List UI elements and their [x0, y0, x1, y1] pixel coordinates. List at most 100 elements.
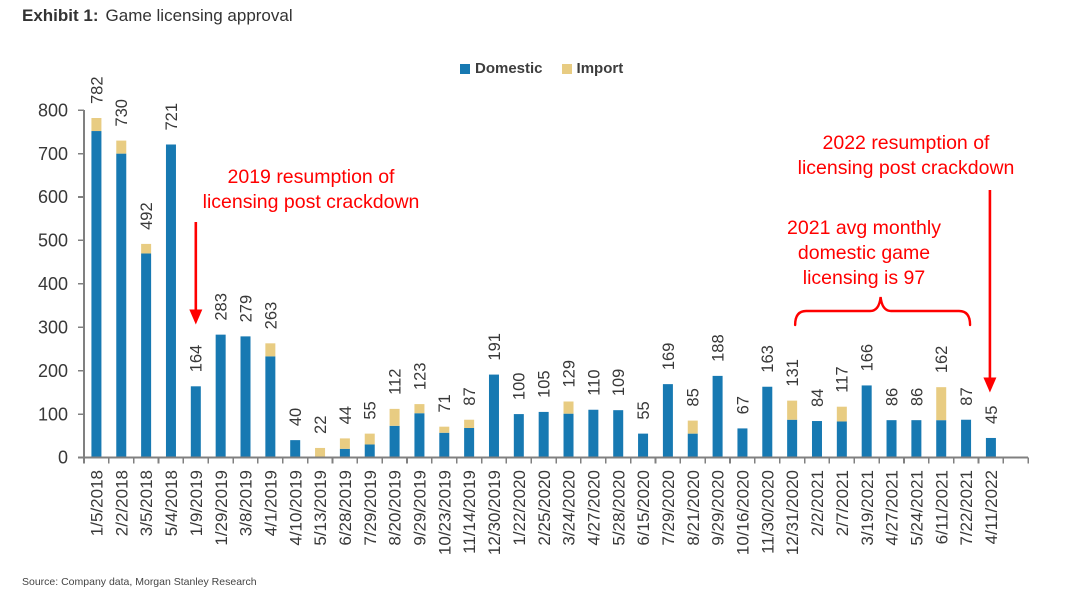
bar-import-3/5/2018 — [141, 243, 152, 254]
import-swatch-icon — [561, 63, 572, 74]
xtick-3/5/2018: 3/5/2018 — [137, 470, 156, 536]
ytick-700: 700 — [38, 144, 68, 164]
xtick-6/15/2020: 6/15/2020 — [634, 470, 653, 546]
xtick-9/29/2019: 9/29/2019 — [411, 470, 430, 546]
xtick-1/22/2020: 1/22/2020 — [510, 470, 529, 546]
value-labels: 782 730 492 721 164 283 279 263 40 22 44 55 112 123 71… — [88, 76, 1000, 433]
value-label-12/30/2019: 191 — [486, 333, 504, 361]
xtick-5/28/2020: 5/28/2020 — [609, 470, 628, 546]
legend-item-import: Import — [561, 61, 623, 76]
value-label-2/7/2021: 117 — [834, 366, 852, 392]
annotation-2019: 2019 resumption of licensing post crackd… — [202, 166, 420, 213]
value-label-3/19/2021: 166 — [859, 344, 877, 372]
value-label-4/27/2020: 110 — [585, 369, 603, 395]
bar-domestic-3/8/2019 — [240, 336, 251, 458]
domestic-swatch-icon — [460, 63, 470, 74]
value-label-3/24/2020: 129 — [560, 360, 578, 388]
value-label-4/11/2022: 45 — [983, 406, 1001, 424]
value-label-2/2/2021: 84 — [809, 389, 827, 407]
xtick-4/27/2020: 4/27/2020 — [584, 470, 603, 546]
bar-domestic-9/29/2019 — [414, 413, 425, 458]
value-label-1/29/2019: 283 — [213, 293, 231, 321]
value-label-6/11/2021: 162 — [933, 346, 951, 374]
value-label-10/16/2020: 67 — [734, 396, 752, 414]
bar-domestic-5/28/2020 — [613, 410, 624, 458]
xtick-11/30/2020: 11/30/2020 — [758, 470, 777, 554]
xtick-12/31/2020: 12/31/2020 — [783, 470, 802, 555]
bar-import-6/28/2019 — [339, 438, 350, 449]
xtick-2/7/2021: 2/7/2021 — [833, 470, 852, 536]
arrow-2022-head — [983, 377, 997, 393]
legend-label-domestic: Domestic — [475, 60, 543, 77]
ytick-300: 300 — [38, 317, 68, 337]
value-label-12/31/2020: 131 — [784, 359, 802, 387]
value-label-11/30/2020: 163 — [759, 345, 777, 373]
value-label-4/1/2019: 263 — [262, 302, 280, 330]
xtick-4/10/2019: 4/10/2019 — [286, 470, 305, 546]
value-label-1/22/2020: 100 — [511, 373, 529, 401]
value-label-7/29/2020: 169 — [660, 343, 678, 371]
bar-import-9/29/2019 — [414, 404, 425, 414]
bar-domestic-2/25/2020 — [538, 411, 549, 458]
ytick-800: 800 — [38, 100, 68, 120]
xtick-4/11/2022: 4/11/2022 — [982, 470, 1001, 544]
annotation-shapes — [189, 190, 997, 393]
bars — [91, 118, 996, 458]
xtick-1/29/2019: 1/29/2019 — [212, 470, 231, 546]
xtick-8/21/2020: 8/21/2020 — [684, 470, 703, 546]
bar-domestic-1/9/2019 — [190, 386, 201, 458]
value-label-5/13/2019: 22 — [312, 416, 330, 434]
bar-domestic-3/19/2021 — [861, 385, 872, 458]
xtick-5/24/2021: 5/24/2021 — [907, 470, 926, 546]
xtick-6/28/2019: 6/28/2019 — [336, 470, 355, 546]
ytick-500: 500 — [38, 231, 68, 251]
bar-import-1/5/2018 — [91, 118, 102, 132]
bar-domestic-6/15/2020 — [638, 433, 649, 458]
ytick-100: 100 — [38, 404, 68, 424]
bar-import-8/20/2019 — [389, 408, 400, 426]
value-label-6/28/2019: 44 — [337, 406, 355, 424]
bar-domestic-7/22/2021 — [961, 419, 972, 458]
value-label-10/23/2019: 71 — [436, 394, 454, 412]
bar-import-5/13/2019 — [315, 447, 326, 458]
bar-domestic-11/30/2020 — [762, 386, 773, 458]
value-label-1/5/2018: 782 — [88, 76, 106, 104]
value-label-8/21/2020: 85 — [685, 388, 703, 406]
xtick-4/27/2021: 4/27/2021 — [883, 470, 902, 546]
xtick-9/29/2020: 9/29/2020 — [709, 470, 728, 546]
ytick-200: 200 — [38, 361, 68, 381]
bar-domestic-2/2/2018 — [116, 153, 127, 458]
annotation-2021: 2021 avg monthly domestic game licensing… — [787, 217, 941, 289]
value-label-8/20/2019: 112 — [386, 369, 404, 395]
xtick-1/9/2019: 1/9/2019 — [187, 470, 206, 536]
ytick-400: 400 — [38, 274, 68, 294]
bar-domestic-3/24/2020 — [563, 413, 574, 458]
bar-import-11/14/2019 — [464, 419, 475, 428]
bar-import-2/2/2018 — [116, 140, 127, 154]
value-label-6/15/2020: 55 — [635, 401, 653, 419]
source-note: Source: Company data, Morgan Stanley Res… — [22, 576, 257, 588]
value-label-4/27/2021: 86 — [883, 388, 901, 406]
bar-domestic-9/29/2020 — [712, 375, 723, 458]
bar-domestic-4/10/2019 — [290, 440, 301, 458]
value-label-4/10/2019: 40 — [287, 408, 305, 426]
xtick-5/4/2018: 5/4/2018 — [162, 470, 181, 536]
bar-domestic-1/22/2020 — [513, 414, 524, 458]
bar-import-12/31/2020 — [787, 400, 798, 420]
bar-domestic-10/16/2020 — [737, 428, 748, 458]
bar-import-4/1/2019 — [265, 343, 276, 357]
xtick-3/24/2020: 3/24/2020 — [560, 470, 579, 546]
xtick-1/5/2018: 1/5/2018 — [88, 470, 107, 536]
legend: Domestic Import — [460, 61, 623, 76]
bar-domestic-3/5/2018 — [141, 253, 152, 458]
value-label-5/4/2018: 721 — [163, 103, 181, 131]
value-label-11/14/2019: 87 — [461, 387, 479, 405]
value-label-9/29/2019: 123 — [411, 363, 429, 391]
bar-domestic-5/4/2018 — [165, 144, 176, 458]
bar-domestic-10/23/2019 — [439, 432, 450, 458]
bar-domestic-4/1/2019 — [265, 356, 276, 458]
bar-domestic-8/20/2019 — [389, 425, 400, 458]
bar-domestic-12/31/2020 — [787, 419, 798, 458]
bar-import-3/24/2020 — [563, 401, 574, 414]
